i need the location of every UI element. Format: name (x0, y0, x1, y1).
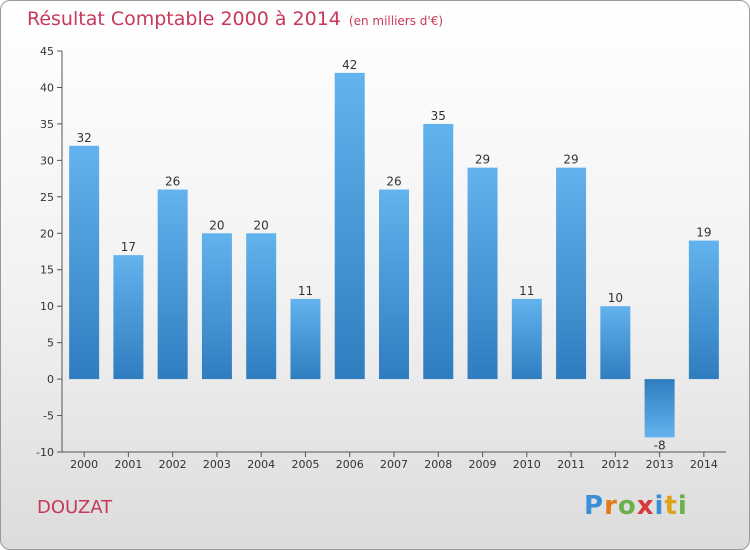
x-tick-label: 2004 (247, 458, 275, 471)
data-label: 19 (696, 226, 711, 240)
x-tick-label: 2009 (469, 458, 497, 471)
y-tick-label: 0 (47, 373, 54, 386)
bar (511, 298, 542, 380)
data-label: 20 (254, 218, 269, 232)
logo-letter: t (664, 491, 678, 521)
y-tick-label: 45 (40, 45, 54, 58)
y-tick-label: 25 (40, 191, 54, 204)
bar (157, 189, 188, 380)
data-label: 29 (563, 153, 578, 167)
bar (69, 145, 100, 380)
x-tick-label: 2013 (646, 458, 674, 471)
data-label: 20 (209, 218, 224, 232)
chart-title-row: Résultat Comptable 2000 à 2014 (en millie… (27, 8, 443, 30)
y-tick-label: 30 (40, 154, 54, 167)
chart-title: Résultat Comptable 2000 à 2014 (27, 8, 341, 30)
x-tick-label: 2005 (291, 458, 319, 471)
bar (556, 167, 587, 380)
data-label: 26 (165, 175, 180, 189)
x-tick-label: 2007 (380, 458, 408, 471)
x-tick-label: 2000 (70, 458, 98, 471)
bar (379, 189, 409, 380)
data-label: 26 (386, 175, 401, 189)
logo-letter: o (617, 491, 637, 521)
y-tick-label: 15 (40, 264, 54, 277)
x-tick-label: 2011 (557, 458, 585, 471)
data-label: 11 (298, 284, 313, 298)
data-label: 32 (76, 131, 91, 145)
y-tick-label: -5 (43, 410, 54, 423)
logo-letter: P (584, 491, 605, 521)
bar (246, 233, 277, 380)
data-label: 35 (431, 109, 446, 123)
x-tick-label: 2006 (336, 458, 364, 471)
y-tick-label: 35 (40, 118, 54, 131)
data-label: 42 (342, 58, 357, 72)
y-tick-label: 20 (40, 227, 54, 240)
logo-letter: i (654, 491, 665, 521)
y-tick-label: 10 (40, 300, 54, 313)
y-tick-label: -10 (36, 446, 54, 459)
x-tick-label: 2010 (513, 458, 541, 471)
proxiti-logo: Proxiti (584, 491, 688, 521)
bar (600, 306, 631, 380)
logo-letter: i (677, 491, 688, 521)
bar (644, 379, 675, 438)
x-tick-label: 2008 (424, 458, 452, 471)
bar (113, 255, 144, 380)
bar (290, 298, 321, 380)
bar (467, 167, 498, 380)
x-tick-label: 2003 (203, 458, 231, 471)
data-label: 11 (519, 284, 534, 298)
data-label: 17 (121, 240, 136, 254)
data-label: 10 (608, 291, 623, 305)
chart-subtitle: (en milliers d'€) (348, 14, 444, 28)
logo-letter: r (604, 491, 618, 521)
data-label: 29 (475, 153, 490, 167)
logo-letter: x (636, 491, 655, 521)
y-tick-label: 5 (47, 337, 54, 350)
commune-name: DOUZAT (37, 497, 113, 518)
bar (688, 240, 719, 380)
bar (423, 123, 454, 380)
data-label: -8 (654, 438, 666, 452)
y-tick-label: 40 (40, 81, 54, 94)
x-tick-label: 2001 (114, 458, 142, 471)
bar (334, 72, 365, 380)
x-tick-label: 2002 (159, 458, 187, 471)
x-tick-label: 2014 (690, 458, 718, 471)
bar (201, 233, 232, 380)
x-tick-label: 2012 (601, 458, 629, 471)
